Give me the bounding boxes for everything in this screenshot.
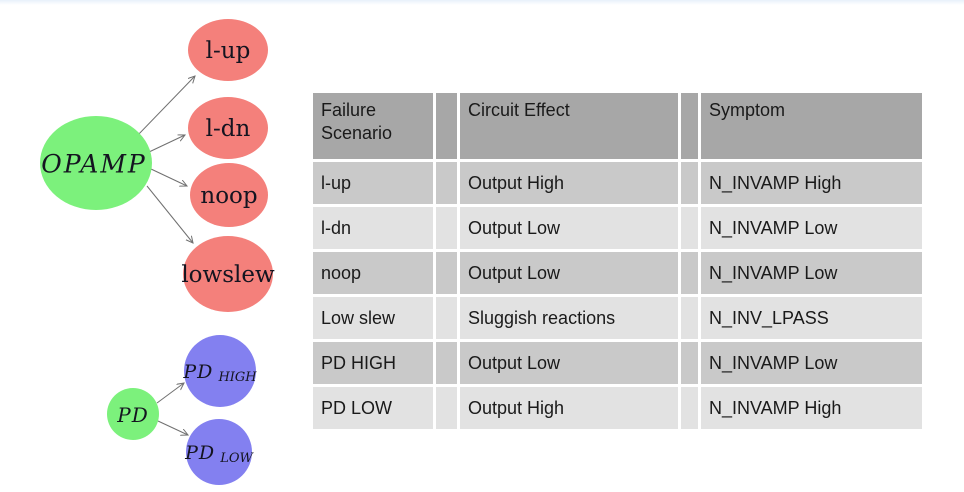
cell-effect: Output High	[460, 162, 678, 204]
noop-node	[190, 163, 268, 227]
l-up-label: l-up	[206, 38, 251, 64]
header-failure-scenario: Failure Scenario	[313, 93, 433, 159]
cell-effect: Output Low	[460, 342, 678, 384]
fault-tree-diagrams: OPAMP l-up l-dn noop lowslew PD PD HIGH …	[40, 19, 275, 485]
cell-spacer	[436, 252, 457, 294]
l-dn-node	[188, 97, 268, 159]
table-row: PD HIGH Output Low N_INVAMP Low	[313, 342, 922, 384]
cell-spacer	[681, 162, 698, 204]
table-row: noop Output Low N_INVAMP Low	[313, 252, 922, 294]
cell-spacer	[681, 387, 698, 429]
pd-low-label: PD LOW	[184, 442, 254, 466]
top-edge-highlight	[0, 0, 964, 5]
cell-scenario: l-dn	[313, 207, 433, 249]
cell-scenario: Low slew	[313, 297, 433, 339]
cell-symptom: N_INVAMP Low	[701, 207, 922, 249]
header-symptom: Symptom	[701, 93, 922, 159]
lowslew-node	[183, 236, 273, 312]
edge-opamp-l-dn	[148, 135, 185, 153]
edge-pd-pdhigh	[156, 383, 184, 404]
header-spacer-2	[681, 93, 698, 159]
pd-root-label: PD	[116, 403, 149, 427]
pd-high-label-base: PD	[182, 361, 213, 383]
table-header-row: Failure Scenario Circuit Effect Symptom	[313, 93, 922, 159]
l-dn-label: l-dn	[206, 116, 251, 142]
cell-spacer	[681, 297, 698, 339]
table-row: Low slew Sluggish reactions N_INV_LPASS	[313, 297, 922, 339]
edge-pd-pdlow	[157, 420, 188, 435]
pd-high-label: PD HIGH	[182, 361, 257, 385]
cell-symptom: N_INVAMP High	[701, 387, 922, 429]
failure-scenario-table: Failure Scenario Circuit Effect Symptom …	[310, 90, 925, 432]
cell-spacer	[436, 342, 457, 384]
pd-fault-tree: PD PD HIGH PD LOW	[107, 335, 257, 485]
pd-low-label-base: PD	[184, 442, 215, 464]
cell-symptom: N_INVAMP Low	[701, 252, 922, 294]
cell-effect: Sluggish reactions	[460, 297, 678, 339]
cell-spacer	[436, 162, 457, 204]
lowslew-label: lowslew	[181, 262, 275, 288]
cell-spacer	[681, 207, 698, 249]
header-circuit-effect: Circuit Effect	[460, 93, 678, 159]
cell-symptom: N_INV_LPASS	[701, 297, 922, 339]
cell-symptom: N_INVAMP Low	[701, 342, 922, 384]
table-row: l-up Output High N_INVAMP High	[313, 162, 922, 204]
pd-high-node	[184, 335, 256, 407]
cell-effect: Output High	[460, 387, 678, 429]
cell-symptom: N_INVAMP High	[701, 162, 922, 204]
edge-opamp-noop	[150, 168, 187, 186]
opamp-root-label: OPAMP	[41, 150, 147, 179]
edge-opamp-lowslew	[146, 185, 193, 243]
cell-effect: Output Low	[460, 252, 678, 294]
cell-spacer	[436, 207, 457, 249]
cell-spacer	[681, 252, 698, 294]
cell-spacer	[436, 297, 457, 339]
edge-opamp-l-up	[135, 76, 195, 138]
cell-spacer	[436, 387, 457, 429]
cell-scenario: l-up	[313, 162, 433, 204]
cell-scenario: PD LOW	[313, 387, 433, 429]
cell-scenario: PD HIGH	[313, 342, 433, 384]
table-row: l-dn Output Low N_INVAMP Low	[313, 207, 922, 249]
pd-high-label-sub: HIGH	[217, 370, 257, 385]
cell-effect: Output Low	[460, 207, 678, 249]
header-spacer-1	[436, 93, 457, 159]
opamp-root-node	[40, 116, 152, 210]
l-up-node	[188, 19, 268, 81]
cell-scenario: noop	[313, 252, 433, 294]
pd-root-node	[107, 388, 159, 440]
noop-label: noop	[200, 183, 257, 209]
cell-spacer	[681, 342, 698, 384]
table-row: PD LOW Output High N_INVAMP High	[313, 387, 922, 429]
pd-low-label-sub: LOW	[219, 451, 254, 466]
pd-low-node	[186, 419, 252, 485]
opamp-fault-tree: OPAMP l-up l-dn noop lowslew	[40, 19, 275, 312]
